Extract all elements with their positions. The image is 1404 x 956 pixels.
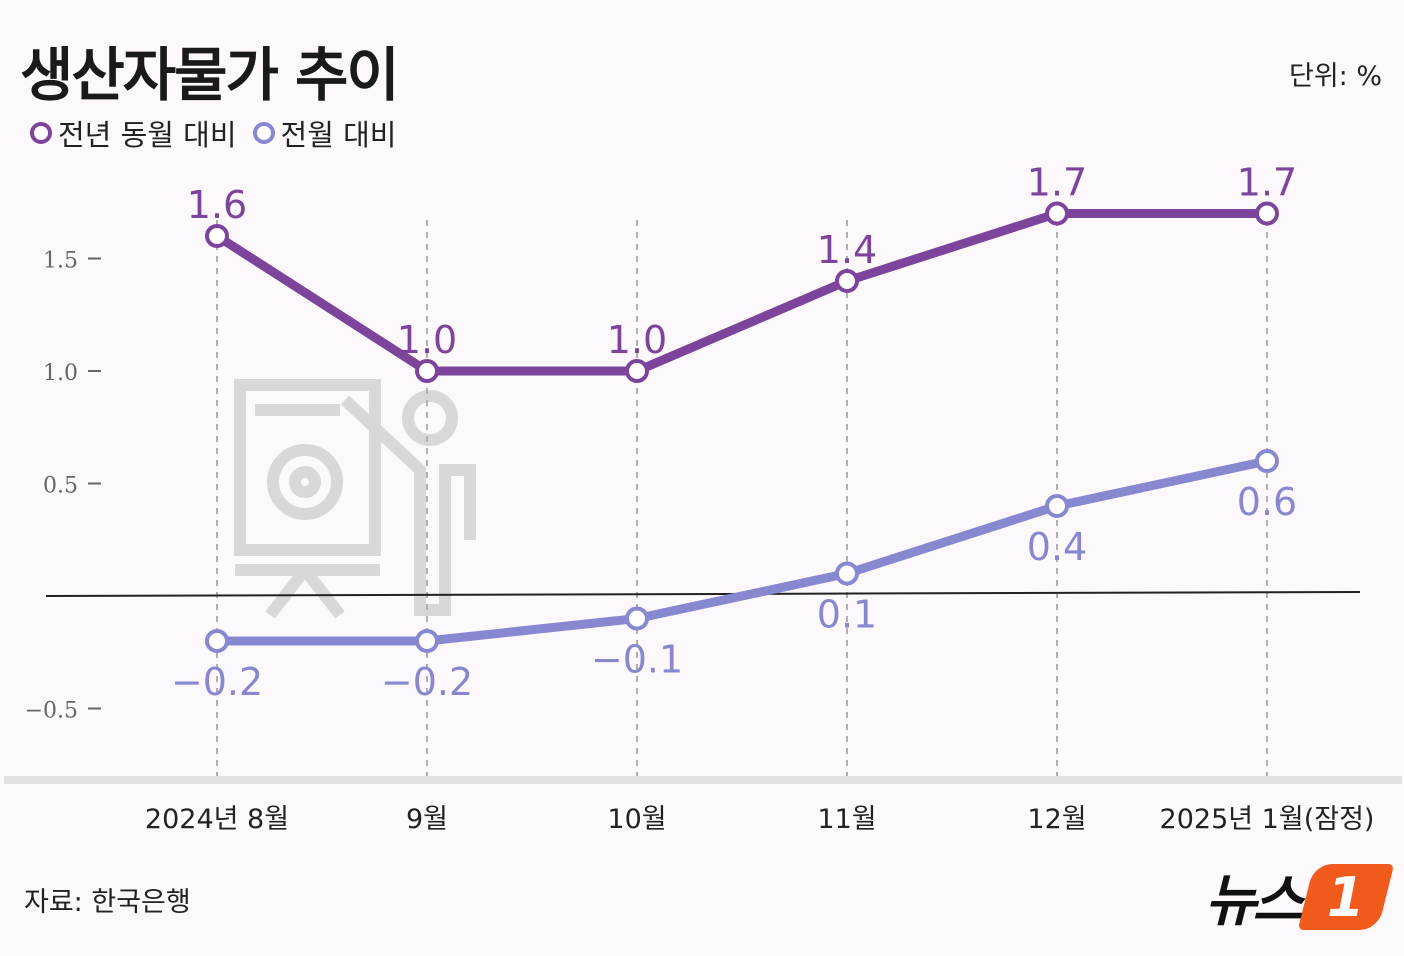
x-tick-label: 9월 xyxy=(406,804,448,835)
data-label: 0.4 xyxy=(1027,525,1087,569)
data-point xyxy=(1045,201,1069,226)
legend-item-mom: 전월 대비 xyxy=(252,112,397,154)
data-point xyxy=(415,629,439,653)
logo-badge: 1 xyxy=(1297,863,1395,930)
legend-label-mom: 전월 대비 xyxy=(280,118,397,152)
data-point xyxy=(205,629,229,653)
data-label: 1.0 xyxy=(397,318,457,362)
logo-text: 뉴스 xyxy=(1204,869,1304,934)
data-label: 0.1 xyxy=(817,593,877,637)
data-label: 1.7 xyxy=(1027,161,1087,205)
news1-logo: 뉴스 1 xyxy=(1204,856,1395,937)
chart-title: 생산자물가 추이 xyxy=(20,41,400,109)
data-point xyxy=(1045,494,1069,518)
y-tick-label: 0.5 xyxy=(43,474,78,499)
legend-label-yoy: 전년 동월 대비 xyxy=(58,118,237,152)
x-tick-label: 11월 xyxy=(817,804,876,835)
source-note: 자료: 한국은행 xyxy=(24,887,191,918)
data-label: 0.6 xyxy=(1237,480,1297,524)
legend-item-yoy: 전년 동월 대비 xyxy=(30,112,237,154)
x-axis-band xyxy=(4,776,1402,784)
data-point xyxy=(835,561,859,586)
y-tick-label: 1.0 xyxy=(43,361,78,386)
y-tick-label: −0.5 xyxy=(25,699,78,724)
legend: 전년 동월 대비 전월 대비 xyxy=(30,112,412,154)
x-tick-label: 12월 xyxy=(1027,804,1086,835)
data-point xyxy=(415,359,439,383)
data-point xyxy=(205,224,229,248)
data-point xyxy=(835,269,859,293)
x-tick-label: 10월 xyxy=(607,804,666,835)
data-label: −0.1 xyxy=(591,638,683,682)
series-line-mom xyxy=(212,456,1272,646)
line-chart: 1.61.0 1.01.41.7 1.7−0.2 −0.2−0.10.10.40.6 … xyxy=(4,161,1402,835)
data-label: −0.2 xyxy=(171,660,263,704)
presenter-illustration xyxy=(234,379,476,619)
series-line-yoy xyxy=(212,209,1272,376)
unit-label: 단위: % xyxy=(1288,61,1382,92)
data-label: 1.4 xyxy=(817,228,877,272)
logo-badge-text: 1 xyxy=(1327,865,1365,928)
y-tick-label: 1.5 xyxy=(43,249,78,274)
data-label: 1.0 xyxy=(607,318,667,362)
data-label: −0.2 xyxy=(381,660,473,704)
data-label: 1.6 xyxy=(187,183,247,227)
legend-marker-yoy xyxy=(30,122,52,144)
data-label: 1.7 xyxy=(1237,161,1297,205)
x-tick-label: 2024년 8월 xyxy=(145,804,289,835)
zero-line xyxy=(45,591,1361,597)
data-point xyxy=(1255,449,1279,473)
x-tick-label: 2025년 1월(잠정) xyxy=(1160,804,1375,835)
data-point xyxy=(625,359,649,383)
legend-marker-mom xyxy=(252,122,275,144)
data-point xyxy=(1255,201,1279,226)
data-point xyxy=(625,606,649,631)
